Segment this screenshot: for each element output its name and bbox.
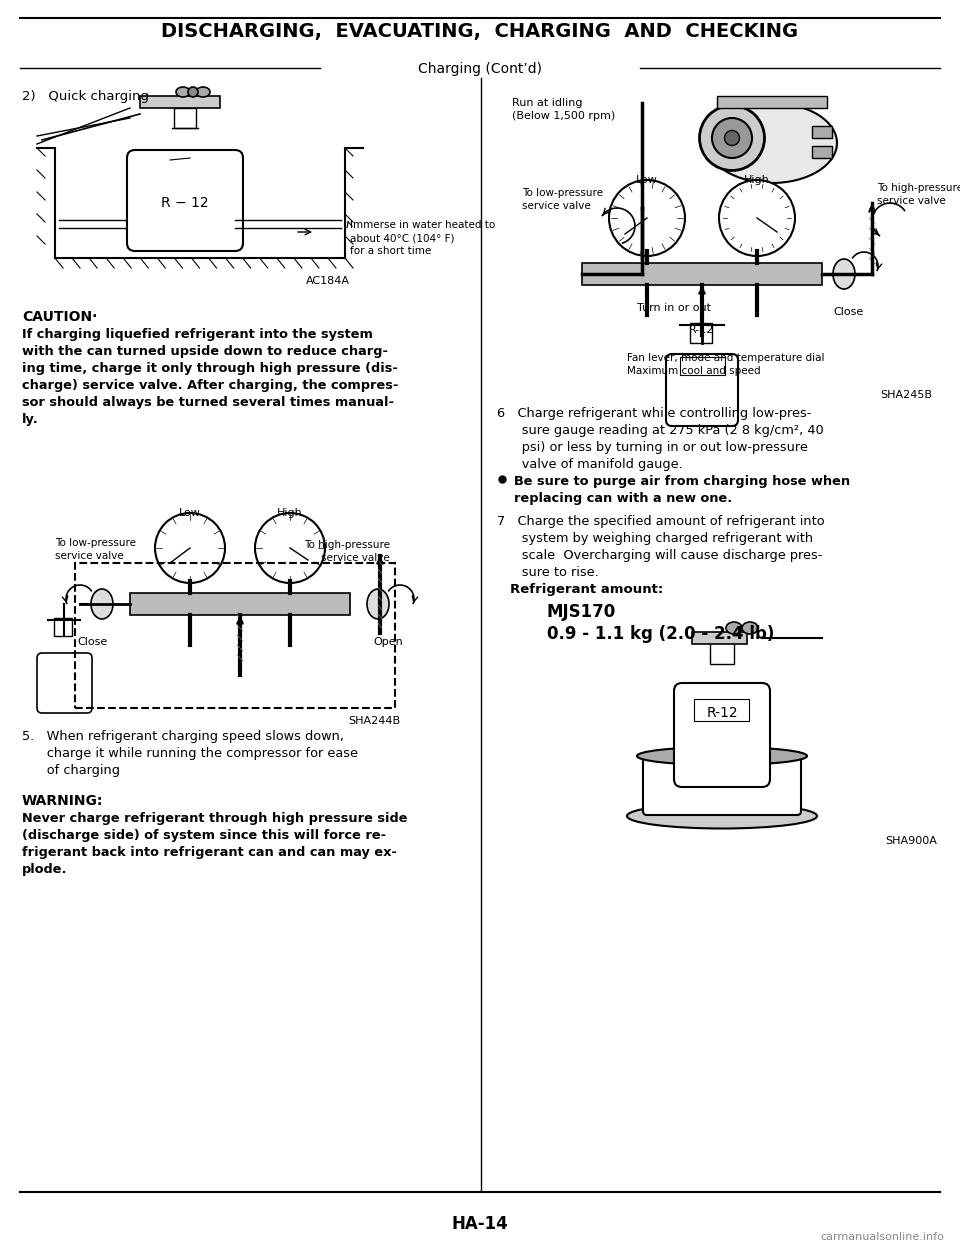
Text: R − 12: R − 12 [161,196,209,210]
Text: AC184A: AC184A [306,276,350,286]
Bar [140,96,220,109]
Text: 2)   Quick charging: 2) Quick charging [22,90,149,104]
Text: Low: Low [180,508,201,518]
Text: Open: Open [373,636,403,646]
Ellipse shape [196,87,210,97]
Circle shape [634,200,650,216]
Text: High: High [744,175,770,185]
Text: To low-pressure
service valve: To low-pressure service valve [522,188,603,211]
Ellipse shape [725,131,739,146]
Ellipse shape [627,804,817,829]
Text: Run at idling
(Below 1,500 rpm): Run at idling (Below 1,500 rpm) [512,99,615,121]
FancyBboxPatch shape [643,753,801,815]
Text: 7   Charge the specified amount of refrigerant into
      system by weighing cha: 7 Charge the specified amount of refrige… [497,515,825,579]
Circle shape [188,87,198,97]
Bar [710,641,734,664]
Text: To high-pressure
service valve: To high-pressure service valve [877,183,960,206]
Text: Fan lever, mode and temperature dial
Maximum cool and speed: Fan lever, mode and temperature dial Max… [627,353,825,376]
Bar [812,126,832,139]
Circle shape [719,180,795,256]
Ellipse shape [700,106,764,171]
Text: Low: Low [636,175,658,185]
Ellipse shape [91,589,113,619]
Ellipse shape [712,119,752,158]
Ellipse shape [707,104,837,183]
Text: 5.   When refrigerant charging speed slows down,
      charge it while running t: 5. When refrigerant charging speed slows… [22,730,358,778]
Bar [717,96,827,109]
Text: HA-14: HA-14 [451,1216,509,1233]
Bar [692,631,747,644]
Ellipse shape [176,87,190,97]
Ellipse shape [637,748,807,765]
Ellipse shape [833,260,855,290]
Bar [582,263,822,285]
Bar [75,563,395,708]
Text: Immerse in water heated to
about 40°C (104° F)
for a short time: Immerse in water heated to about 40°C (1… [350,220,495,256]
Ellipse shape [726,622,742,634]
FancyBboxPatch shape [127,150,243,251]
Text: WARNING:: WARNING: [22,794,104,807]
Circle shape [609,180,685,256]
Bar [680,357,725,374]
Text: SHA900A: SHA900A [885,836,937,846]
Bar [812,146,832,158]
Text: Close: Close [834,307,864,317]
Text: Refrigerant amount:: Refrigerant amount: [510,583,663,597]
Text: To high-pressure
service valve: To high-pressure service valve [304,540,390,563]
Text: carmanualsonline.info: carmanualsonline.info [820,1232,944,1242]
Bar [174,109,196,129]
Text: If charging liquefied refrigerant into the system
with the can turned upside dow: If charging liquefied refrigerant into t… [22,328,398,426]
Bar [130,593,350,615]
Text: R-12: R-12 [689,324,714,334]
Text: Never charge refrigerant through high pressure side
(discharge side) of system s: Never charge refrigerant through high pr… [22,812,407,876]
Circle shape [255,513,325,583]
Text: SHA245B: SHA245B [880,389,932,401]
Text: R-12: R-12 [707,706,738,720]
Text: To low-pressure
service valve: To low-pressure service valve [55,538,136,562]
Text: MJS170: MJS170 [547,603,616,622]
Text: SHA244B: SHA244B [348,716,400,726]
Ellipse shape [742,622,758,634]
Bar [690,323,712,343]
Circle shape [155,513,225,583]
FancyBboxPatch shape [666,354,738,426]
Text: Be sure to purge air from charging hose when
replacing can with a new one.: Be sure to purge air from charging hose … [514,475,851,505]
Text: 6   Charge refrigerant while controlling low-pres-
      sure gauge reading at 2: 6 Charge refrigerant while controlling l… [497,407,824,470]
Text: Charging (Cont’d): Charging (Cont’d) [418,62,542,76]
Text: High: High [277,508,302,518]
Text: Turn in or out: Turn in or out [637,303,711,313]
Text: DISCHARGING,  EVACUATING,  CHARGING  AND  CHECKING: DISCHARGING, EVACUATING, CHARGING AND CH… [161,22,799,41]
Text: Close: Close [77,636,108,646]
Text: CAUTION·: CAUTION· [22,310,97,324]
Ellipse shape [367,589,389,619]
FancyBboxPatch shape [674,683,770,787]
Bar [54,618,72,636]
Bar [694,699,749,721]
Text: 0.9 - 1.1 kg (2.0 - 2.4 lb): 0.9 - 1.1 kg (2.0 - 2.4 lb) [547,625,775,643]
FancyBboxPatch shape [37,653,92,713]
